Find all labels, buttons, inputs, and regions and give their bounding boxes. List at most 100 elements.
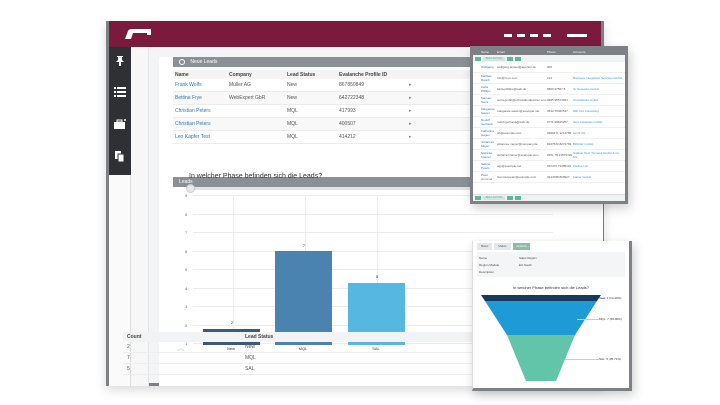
contact-account-link[interactable]: Lifeline Ltd	[573, 164, 588, 168]
lead-profile-id: 642722348	[339, 95, 365, 101]
table-row[interactable]: Karla Phillips karla.phillips@web.de 0800 …	[473, 84, 625, 95]
select-all-checkbox[interactable]	[475, 56, 481, 61]
new-leads-panel-header[interactable]: Neue Leads	[173, 57, 603, 67]
column-header-accounts[interactable]: Accounts	[573, 50, 586, 54]
contact-email[interactable]: info@m-rs.com	[497, 76, 518, 80]
lead-name-link[interactable]: Frank Wolfs	[175, 82, 202, 88]
select-all-checkbox[interactable]	[475, 196, 481, 200]
column-header-company[interactable]: Company	[229, 71, 252, 78]
contact-name-link[interactable]: Margarete Sauter	[481, 107, 495, 115]
gridline	[193, 250, 553, 252]
table-row[interactable]: Leo Kapfer Test MQL 414212 ▸	[173, 131, 603, 144]
table-row[interactable]: Manuel Serra serra.gmbh@schmidtundpartner…	[473, 95, 625, 106]
contact-name-link[interactable]: Peter Hummel	[481, 173, 493, 181]
contact-phone: 0244788 869927	[547, 175, 570, 179]
logo-icon[interactable]	[123, 28, 153, 40]
column-header-lead-status[interactable]: Lead Status	[287, 71, 316, 78]
copy-icon[interactable]	[114, 151, 126, 163]
contact-name-link[interactable]: Wolfgang	[481, 65, 494, 69]
table-row[interactable]: Mathias Rauch info@m-rs.com 123 Business In…	[473, 73, 625, 84]
row-action-icon[interactable]: ▸	[409, 82, 412, 88]
contact-account-link[interactable]: Gert Industries GmbH	[573, 120, 603, 124]
contact-email[interactable]: wolfgang.jansen@agentur.de	[497, 65, 536, 69]
pin-icon[interactable]	[114, 55, 126, 67]
contact-email[interactable]: serra.gmbh@schmidtundpartner.com	[497, 98, 547, 102]
tab-matrix[interactable]: Matrix	[494, 243, 511, 250]
contact-email[interactable]: karla.phillips@web.de	[497, 87, 527, 91]
table-row[interactable]: Rudolf Gerhardt rudolf.gerhardt@web.de 077…	[473, 117, 625, 128]
contact-name-link[interactable]: Mathias Rauch	[481, 74, 492, 82]
table-row[interactable]: Wolfgang wolfgang.jansen@agentur.de 000	[473, 62, 625, 73]
lead-profile-id: 400507	[339, 121, 356, 127]
bar-mql[interactable]	[275, 251, 332, 345]
lead-name-link[interactable]: Christian Peters	[175, 108, 211, 114]
table-row[interactable]: Johannes Meyer johannes.meyer@company.de 0…	[473, 139, 625, 150]
lead-name-link[interactable]: Bettina Frye	[175, 95, 202, 101]
table-row[interactable]: Katharina Hagen ph@example.com 0380471 321…	[473, 128, 625, 139]
contact-email[interactable]: ph@example.com	[497, 131, 522, 135]
column-header-lead-status[interactable]: Lead Status	[245, 334, 274, 340]
contact-email[interactable]: margarete.sauter@example.net	[497, 109, 540, 113]
delete-button[interactable]	[515, 56, 521, 61]
contact-email[interactable]: johannes.meyer@company.de	[497, 142, 538, 146]
contact-email[interactable]: stefanie.kramer@example.com	[497, 153, 539, 157]
contact-account-link[interactable]: Gruhl AG	[573, 131, 586, 135]
table-row[interactable]: Frank Wolfs Müller AG New 867850849 ▸	[173, 79, 603, 92]
topbar-menu-line[interactable]	[567, 34, 587, 37]
column-header-name[interactable]: Name	[175, 71, 189, 78]
contact-account-link[interactable]: Business Integration Services GmbH	[573, 76, 623, 80]
tab-actions[interactable]: Actions	[512, 243, 531, 250]
tab-basic[interactable]: Basic	[477, 243, 493, 250]
lead-name-link[interactable]: Christian Peters	[175, 121, 211, 127]
contact-account-link[interactable]: Kaiser GmbH	[573, 175, 592, 179]
funnel-segment-mql[interactable]	[485, 301, 597, 335]
contact-email[interactable]: hummel.peter@example.com	[497, 175, 537, 179]
contact-email[interactable]: sgp@example.net	[497, 164, 522, 168]
row-action-icon[interactable]: ▸	[409, 121, 412, 127]
contact-account-link[interactable]: Birkholz GmbH	[573, 142, 594, 146]
chart-range-slider[interactable]	[186, 184, 559, 193]
edit-button[interactable]	[507, 196, 513, 200]
bulk-action-button[interactable]: BULK ACTION	[483, 196, 505, 200]
contact-name-link[interactable]: Stefanie Kramer	[481, 151, 493, 159]
list-icon[interactable]	[114, 87, 126, 99]
contact-name-link[interactable]: Katharina Hagen	[481, 129, 494, 137]
contact-name-link[interactable]: Rudolf Gerhardt	[481, 118, 493, 126]
contact-name-link[interactable]: Sabine Peters	[481, 162, 491, 170]
table-row[interactable]: Peter Hummel hummel.peter@example.com 0244…	[473, 172, 625, 183]
funnel-segment-sal[interactable]	[507, 335, 575, 381]
contact-name-link[interactable]: Karla Phillips	[481, 85, 491, 93]
contact-name-link[interactable]: Manuel Serra	[481, 96, 491, 104]
table-row[interactable]: Stefanie Kramer stefanie.kramer@example.c…	[473, 150, 625, 161]
column-header-email[interactable]: Email	[497, 50, 505, 54]
slider-handle[interactable]	[186, 184, 195, 193]
table-row[interactable]: Margarete Sauter margarete.sauter@example…	[473, 106, 625, 117]
contact-name-link[interactable]: Johannes Meyer	[481, 140, 495, 148]
contact-phone: 0995 98574654	[547, 98, 568, 102]
row-action-icon[interactable]: ▸	[409, 108, 412, 114]
contact-account-link[interactable]: HRI Out Consulting	[573, 109, 599, 113]
row-action-icon[interactable]: ▸	[409, 95, 412, 101]
gear-icon[interactable]	[179, 58, 185, 65]
row-action-icon[interactable]: ▸	[409, 134, 412, 140]
lead-name-link[interactable]: Leo Kapfer Test	[175, 134, 210, 140]
bulk-action-button[interactable]: BULK ACTION	[483, 56, 505, 61]
contact-account-link[interactable]: Gr.Networks GmbH	[573, 87, 600, 91]
topbar-menu-dots[interactable]	[504, 34, 551, 37]
briefcase-icon[interactable]	[114, 119, 126, 131]
funnel-segment-new[interactable]	[481, 295, 601, 301]
contact-email[interactable]: rudolf.gerhardt@web.de	[497, 120, 530, 124]
leads-panel-header[interactable]: Leads	[173, 177, 603, 187]
column-header-name[interactable]: Name	[481, 50, 490, 54]
delete-button[interactable]	[515, 196, 521, 200]
table-row[interactable]: Sabine Peters sgp@example.net 025472 73485…	[473, 161, 625, 172]
table-row[interactable]: Christian Peters MQL 417993 ▸	[173, 105, 603, 118]
column-header-phone[interactable]: Phone	[547, 50, 556, 54]
collapse-chevron-icon[interactable]: ︿	[177, 345, 184, 352]
edit-button[interactable]	[507, 56, 513, 61]
contact-account-link[interactable]: Galaxie Tech Tiomass GmbH & Co KG	[573, 151, 620, 159]
contact-account-link[interactable]: Consultants GmbH	[573, 98, 599, 102]
contact-phone: 025472 73485123	[547, 164, 572, 168]
column-header-profile-id[interactable]: Evalanche Profile ID	[339, 71, 388, 78]
column-header-count[interactable]: Count	[127, 334, 142, 340]
